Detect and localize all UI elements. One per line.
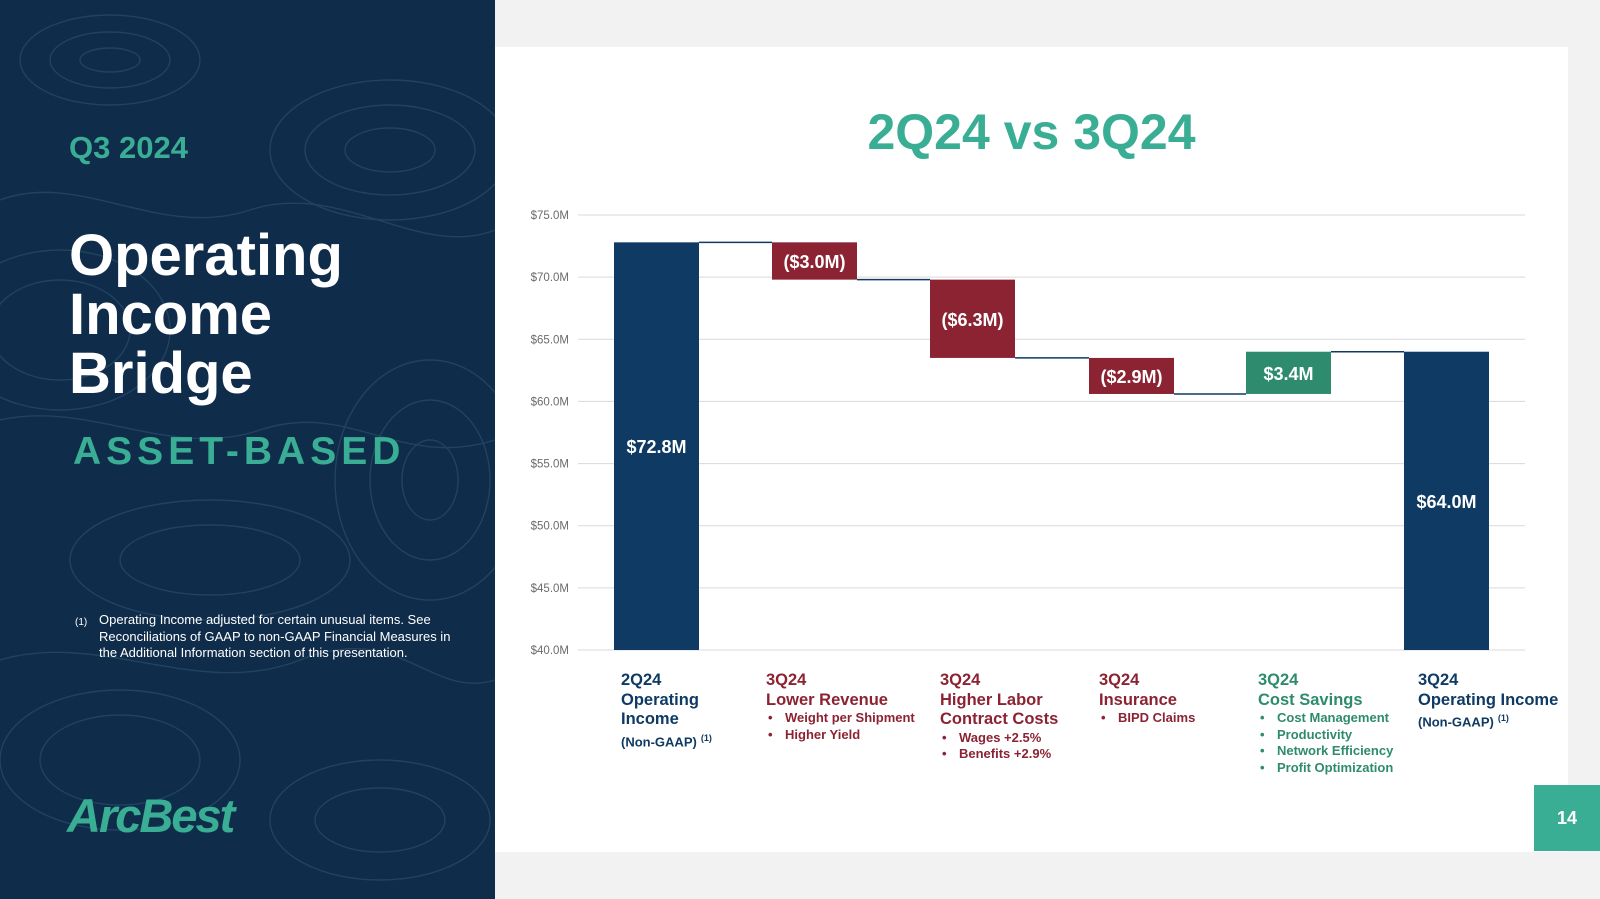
footnote-marker: (1) (75, 617, 88, 628)
y-tick-label: $65.0M (531, 334, 569, 346)
category-period: 2Q24 (621, 671, 662, 689)
footnote-ref: (1) (700, 732, 712, 743)
category-period: 3Q24 (940, 671, 981, 689)
waterfall-bar (614, 242, 699, 651)
category-bullet: Wages +2.5% (940, 730, 1090, 747)
y-tick-label: $60.0M (531, 396, 569, 408)
category-subtitle: (Non-GAAP) (1) (1418, 713, 1509, 730)
y-tick-label: $45.0M (531, 583, 569, 595)
category-name: Higher Labor Contract Costs (940, 690, 1059, 729)
period-label: Q3 2024 (69, 130, 188, 165)
category-name: Operating Income (621, 690, 699, 729)
category-name: Operating Income (1418, 690, 1559, 709)
sidebar: Q3 2024 Operating Income Bridge ASSET-BA… (0, 0, 495, 899)
category-name: Cost Savings (1258, 690, 1363, 709)
category-subtitle: (Non-GAAP) (1) (621, 732, 712, 749)
segment-label: ASSET-BASED (73, 430, 406, 473)
data-label: $3.4M (1263, 364, 1313, 384)
category-bullets: Cost ManagementProductivityNetwork Effic… (1258, 710, 1423, 776)
category-period: 3Q24 (1418, 671, 1459, 689)
category-bullets: BIPD Claims (1099, 710, 1249, 727)
y-tick-label: $55.0M (531, 459, 569, 471)
data-label: ($3.0M) (783, 252, 845, 272)
category-bullet: Weight per Shipment (766, 710, 931, 727)
y-tick-label: $50.0M (531, 521, 569, 533)
waterfall-bar (930, 279, 1015, 358)
category-bullets: Weight per ShipmentHigher Yield (766, 710, 931, 743)
footnote-ref: (1) (1497, 713, 1509, 723)
category-bullet: Network Efficiency (1258, 743, 1423, 760)
category-label: 3Q24 Operating Income (Non-GAAP) (1) (1418, 671, 1578, 730)
category-period: 3Q24 (1099, 671, 1140, 689)
category-bullets: Wages +2.5%Benefits +2.9% (940, 730, 1090, 763)
waterfall-bar (1089, 357, 1174, 394)
topographic-pattern (0, 14, 495, 881)
category-label: 2Q24 Operating Income (Non-GAAP) (1) (621, 671, 736, 750)
waterfall-bar (772, 242, 857, 280)
data-label: ($2.9M) (1100, 367, 1162, 387)
category-bullet: Profit Optimization (1258, 760, 1423, 777)
y-tick-label: $70.0M (531, 272, 569, 284)
footnote-text: Operating Income adjusted for certain un… (99, 612, 451, 660)
category-label: 3Q24InsuranceBIPD Claims (1099, 671, 1249, 727)
waterfall-bar (1246, 351, 1331, 394)
page-title-line-2: Income (69, 282, 273, 347)
category-bullet: Higher Yield (766, 727, 931, 744)
category-bullet: Benefits +2.9% (940, 746, 1090, 763)
waterfall-bar (1404, 351, 1489, 650)
category-period: 3Q24 (1258, 671, 1299, 689)
page-number: 14 (1534, 785, 1600, 851)
category-name: Insurance (1099, 690, 1177, 709)
category-name: Lower Revenue (766, 690, 888, 709)
y-tick-label: $40.0M (531, 645, 569, 657)
chart-title: 2Q24 vs 3Q24 (867, 104, 1196, 160)
category-bullet: Productivity (1258, 727, 1423, 744)
y-tick-label: $75.0M (531, 210, 569, 222)
category-bullet: BIPD Claims (1099, 710, 1249, 727)
data-label: $64.0M (1416, 492, 1476, 512)
page-title-line-3: Bridge (69, 341, 253, 406)
arcbest-logo: ArcBest (67, 789, 235, 842)
data-label: $72.8M (626, 437, 686, 457)
data-label: ($6.3M) (941, 310, 1003, 330)
category-bullet: Cost Management (1258, 710, 1423, 727)
page-title-line-1: Operating (69, 223, 343, 288)
page-title: Operating Income Bridge (69, 226, 343, 403)
category-period: 3Q24 (766, 671, 807, 689)
